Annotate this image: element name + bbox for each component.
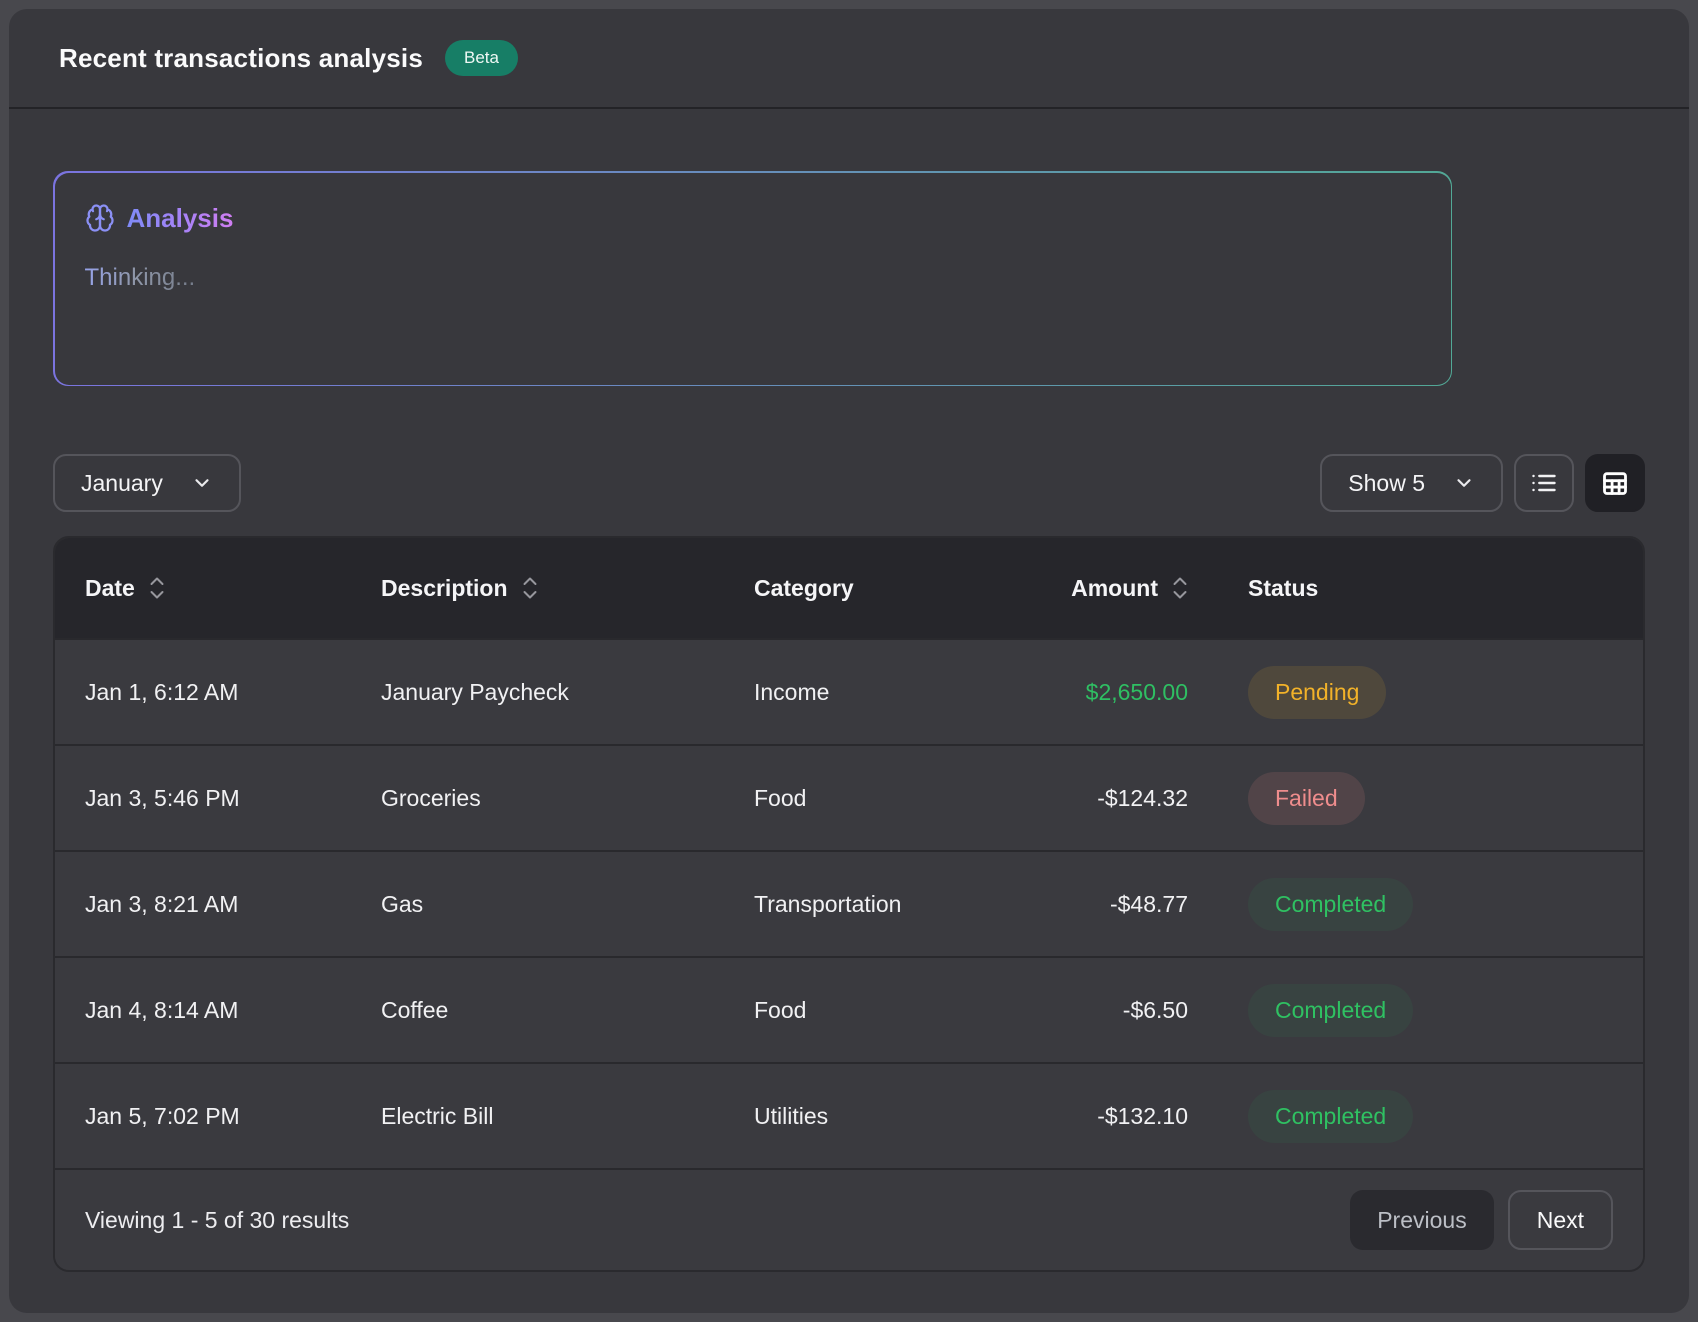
column-header-amount[interactable]: Amount xyxy=(1054,575,1188,602)
sort-icon xyxy=(1173,577,1187,599)
cell-category: Food xyxy=(754,784,807,811)
chevron-down-icon xyxy=(195,479,209,487)
cell-description: Gas xyxy=(381,890,424,917)
cell-category: Transportation xyxy=(754,890,902,917)
status-badge: Failed xyxy=(1248,771,1365,825)
cell-status: Completed xyxy=(1188,983,1613,1037)
column-header-description[interactable]: Description xyxy=(381,575,754,602)
month-select-value: January xyxy=(81,469,163,496)
cell-status: Pending xyxy=(1188,665,1613,719)
next-button[interactable]: Next xyxy=(1507,1190,1613,1250)
column-header-date[interactable]: Date xyxy=(85,575,381,602)
table-view-button[interactable] xyxy=(1585,454,1645,512)
table-header-row: Date Description Category Amount Status xyxy=(55,538,1643,638)
status-badge: Completed xyxy=(1248,877,1414,931)
cell-date: Jan 3, 5:46 PM xyxy=(85,784,240,811)
cell-category: Food xyxy=(754,996,807,1023)
table-row[interactable]: Jan 5, 7:02 PM Electric Bill Utilities -… xyxy=(55,1062,1643,1168)
table-row[interactable]: Jan 3, 5:46 PM Groceries Food -$124.32 F… xyxy=(55,744,1643,850)
cell-status: Completed xyxy=(1188,877,1613,931)
results-count-text: Viewing 1 - 5 of 30 results xyxy=(85,1206,350,1233)
cell-date: Jan 4, 8:14 AM xyxy=(85,996,239,1023)
cell-amount: -$6.50 xyxy=(1122,996,1188,1023)
analysis-panel: Analysis Thinking... xyxy=(53,171,1452,386)
sort-icon xyxy=(150,577,164,599)
analysis-title: Analysis xyxy=(126,202,234,233)
cell-amount: -$132.10 xyxy=(1097,1102,1188,1129)
previous-button[interactable]: Previous xyxy=(1350,1190,1494,1250)
table-footer: Viewing 1 - 5 of 30 results Previous Nex… xyxy=(55,1168,1643,1270)
list-icon xyxy=(1532,474,1556,492)
table-controls: January Show 5 xyxy=(53,454,1645,512)
column-header-category: Category xyxy=(754,574,854,601)
status-badge: Completed xyxy=(1248,983,1414,1037)
cell-description: January Paycheck xyxy=(381,678,569,705)
main-card: Recent transactions analysis Beta Analys… xyxy=(9,9,1689,1313)
analysis-panel-body: Analysis Thinking... xyxy=(54,172,1451,385)
chevron-down-icon xyxy=(1457,479,1471,487)
table-icon xyxy=(1603,472,1627,495)
thinking-status-text: Thinking... xyxy=(84,263,196,291)
brain-icon xyxy=(85,204,114,232)
table-row[interactable]: Jan 3, 8:21 AM Gas Transportation -$48.7… xyxy=(55,850,1643,956)
cell-description: Coffee xyxy=(381,996,449,1023)
cell-amount: -$48.77 xyxy=(1109,890,1188,917)
cell-description: Electric Bill xyxy=(381,1102,494,1129)
cell-status: Completed xyxy=(1188,1089,1613,1143)
status-badge: Pending xyxy=(1248,665,1387,719)
cell-amount: -$124.32 xyxy=(1097,784,1188,811)
list-view-button[interactable] xyxy=(1514,454,1574,512)
beta-badge: Beta xyxy=(444,40,518,76)
column-header-status: Status xyxy=(1248,574,1319,601)
table-row[interactable]: Jan 4, 8:14 AM Coffee Food -$6.50 Comple… xyxy=(55,956,1643,1062)
cell-status: Failed xyxy=(1188,771,1613,825)
cell-date: Jan 3, 8:21 AM xyxy=(85,890,239,917)
transactions-table: Date Description Category Amount Status … xyxy=(53,536,1645,1272)
cell-amount: $2,650.00 xyxy=(1085,678,1188,705)
cell-category: Utilities xyxy=(754,1102,829,1129)
cell-date: Jan 5, 7:02 PM xyxy=(85,1102,240,1129)
cell-category: Income xyxy=(754,678,830,705)
card-header: Recent transactions analysis Beta xyxy=(9,9,1689,109)
page-title: Recent transactions analysis xyxy=(59,42,423,73)
cell-date: Jan 1, 6:12 AM xyxy=(85,678,239,705)
show-count-select[interactable]: Show 5 xyxy=(1320,454,1503,512)
sort-icon xyxy=(523,577,537,599)
show-count-value: Show 5 xyxy=(1348,469,1425,496)
status-badge: Completed xyxy=(1248,1089,1414,1143)
month-select[interactable]: January xyxy=(53,454,241,512)
cell-description: Groceries xyxy=(381,784,481,811)
table-row[interactable]: Jan 1, 6:12 AM January Paycheck Income $… xyxy=(55,638,1643,744)
